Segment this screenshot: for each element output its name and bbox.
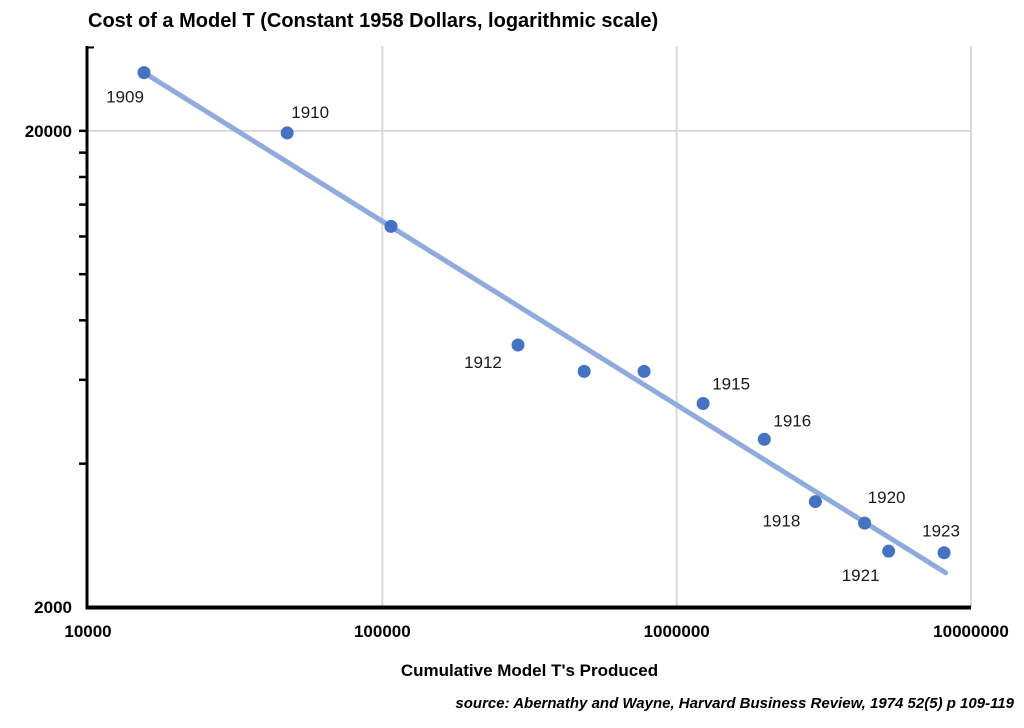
data-point-1913 <box>577 364 591 378</box>
point-label-1910: 1910 <box>291 103 329 122</box>
x-tick-label-1000000: 1000000 <box>644 622 710 641</box>
data-point-1916 <box>757 432 771 446</box>
trendline <box>141 70 949 576</box>
data-point-1920 <box>858 516 872 530</box>
data-point-1914 <box>637 364 651 378</box>
data-point-1923 <box>937 546 951 560</box>
y-tick-label-20000: 20000 <box>25 122 72 141</box>
data-point-1909 <box>137 66 151 80</box>
point-label-1915: 1915 <box>712 374 750 393</box>
x-tick-label-100000: 100000 <box>354 622 411 641</box>
data-point-1910 <box>280 126 294 140</box>
chart-title: Cost of a Model T (Constant 1958 Dollars… <box>88 10 659 32</box>
point-label-1921: 1921 <box>842 566 880 585</box>
point-label-1918: 1918 <box>762 512 800 531</box>
y-tick-label-2000: 2000 <box>34 598 72 617</box>
source-note: source: Abernathy and Wayne, Harvard Bus… <box>455 695 1014 712</box>
x-tick-label-10000000: 10000000 <box>933 622 1009 641</box>
x-axis-title: Cumulative Model T's Produced <box>400 661 659 680</box>
point-label-1920: 1920 <box>868 488 906 507</box>
data-point-1918 <box>808 495 822 509</box>
point-label-1923: 1923 <box>922 522 960 541</box>
data-point-1915 <box>696 397 710 411</box>
point-label-1912: 1912 <box>464 353 502 372</box>
x-tick-label-10000: 10000 <box>64 622 111 641</box>
data-point-1921 <box>882 544 896 558</box>
point-label-1916: 1916 <box>773 411 811 430</box>
data-point-1912 <box>511 338 525 352</box>
data-point-1911 <box>384 219 398 233</box>
point-label-1909: 1909 <box>106 88 144 107</box>
